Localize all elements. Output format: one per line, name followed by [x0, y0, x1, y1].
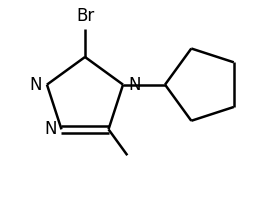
Text: N: N — [44, 120, 56, 138]
Text: Br: Br — [76, 7, 94, 25]
Text: N: N — [29, 76, 42, 94]
Text: N: N — [128, 76, 140, 94]
